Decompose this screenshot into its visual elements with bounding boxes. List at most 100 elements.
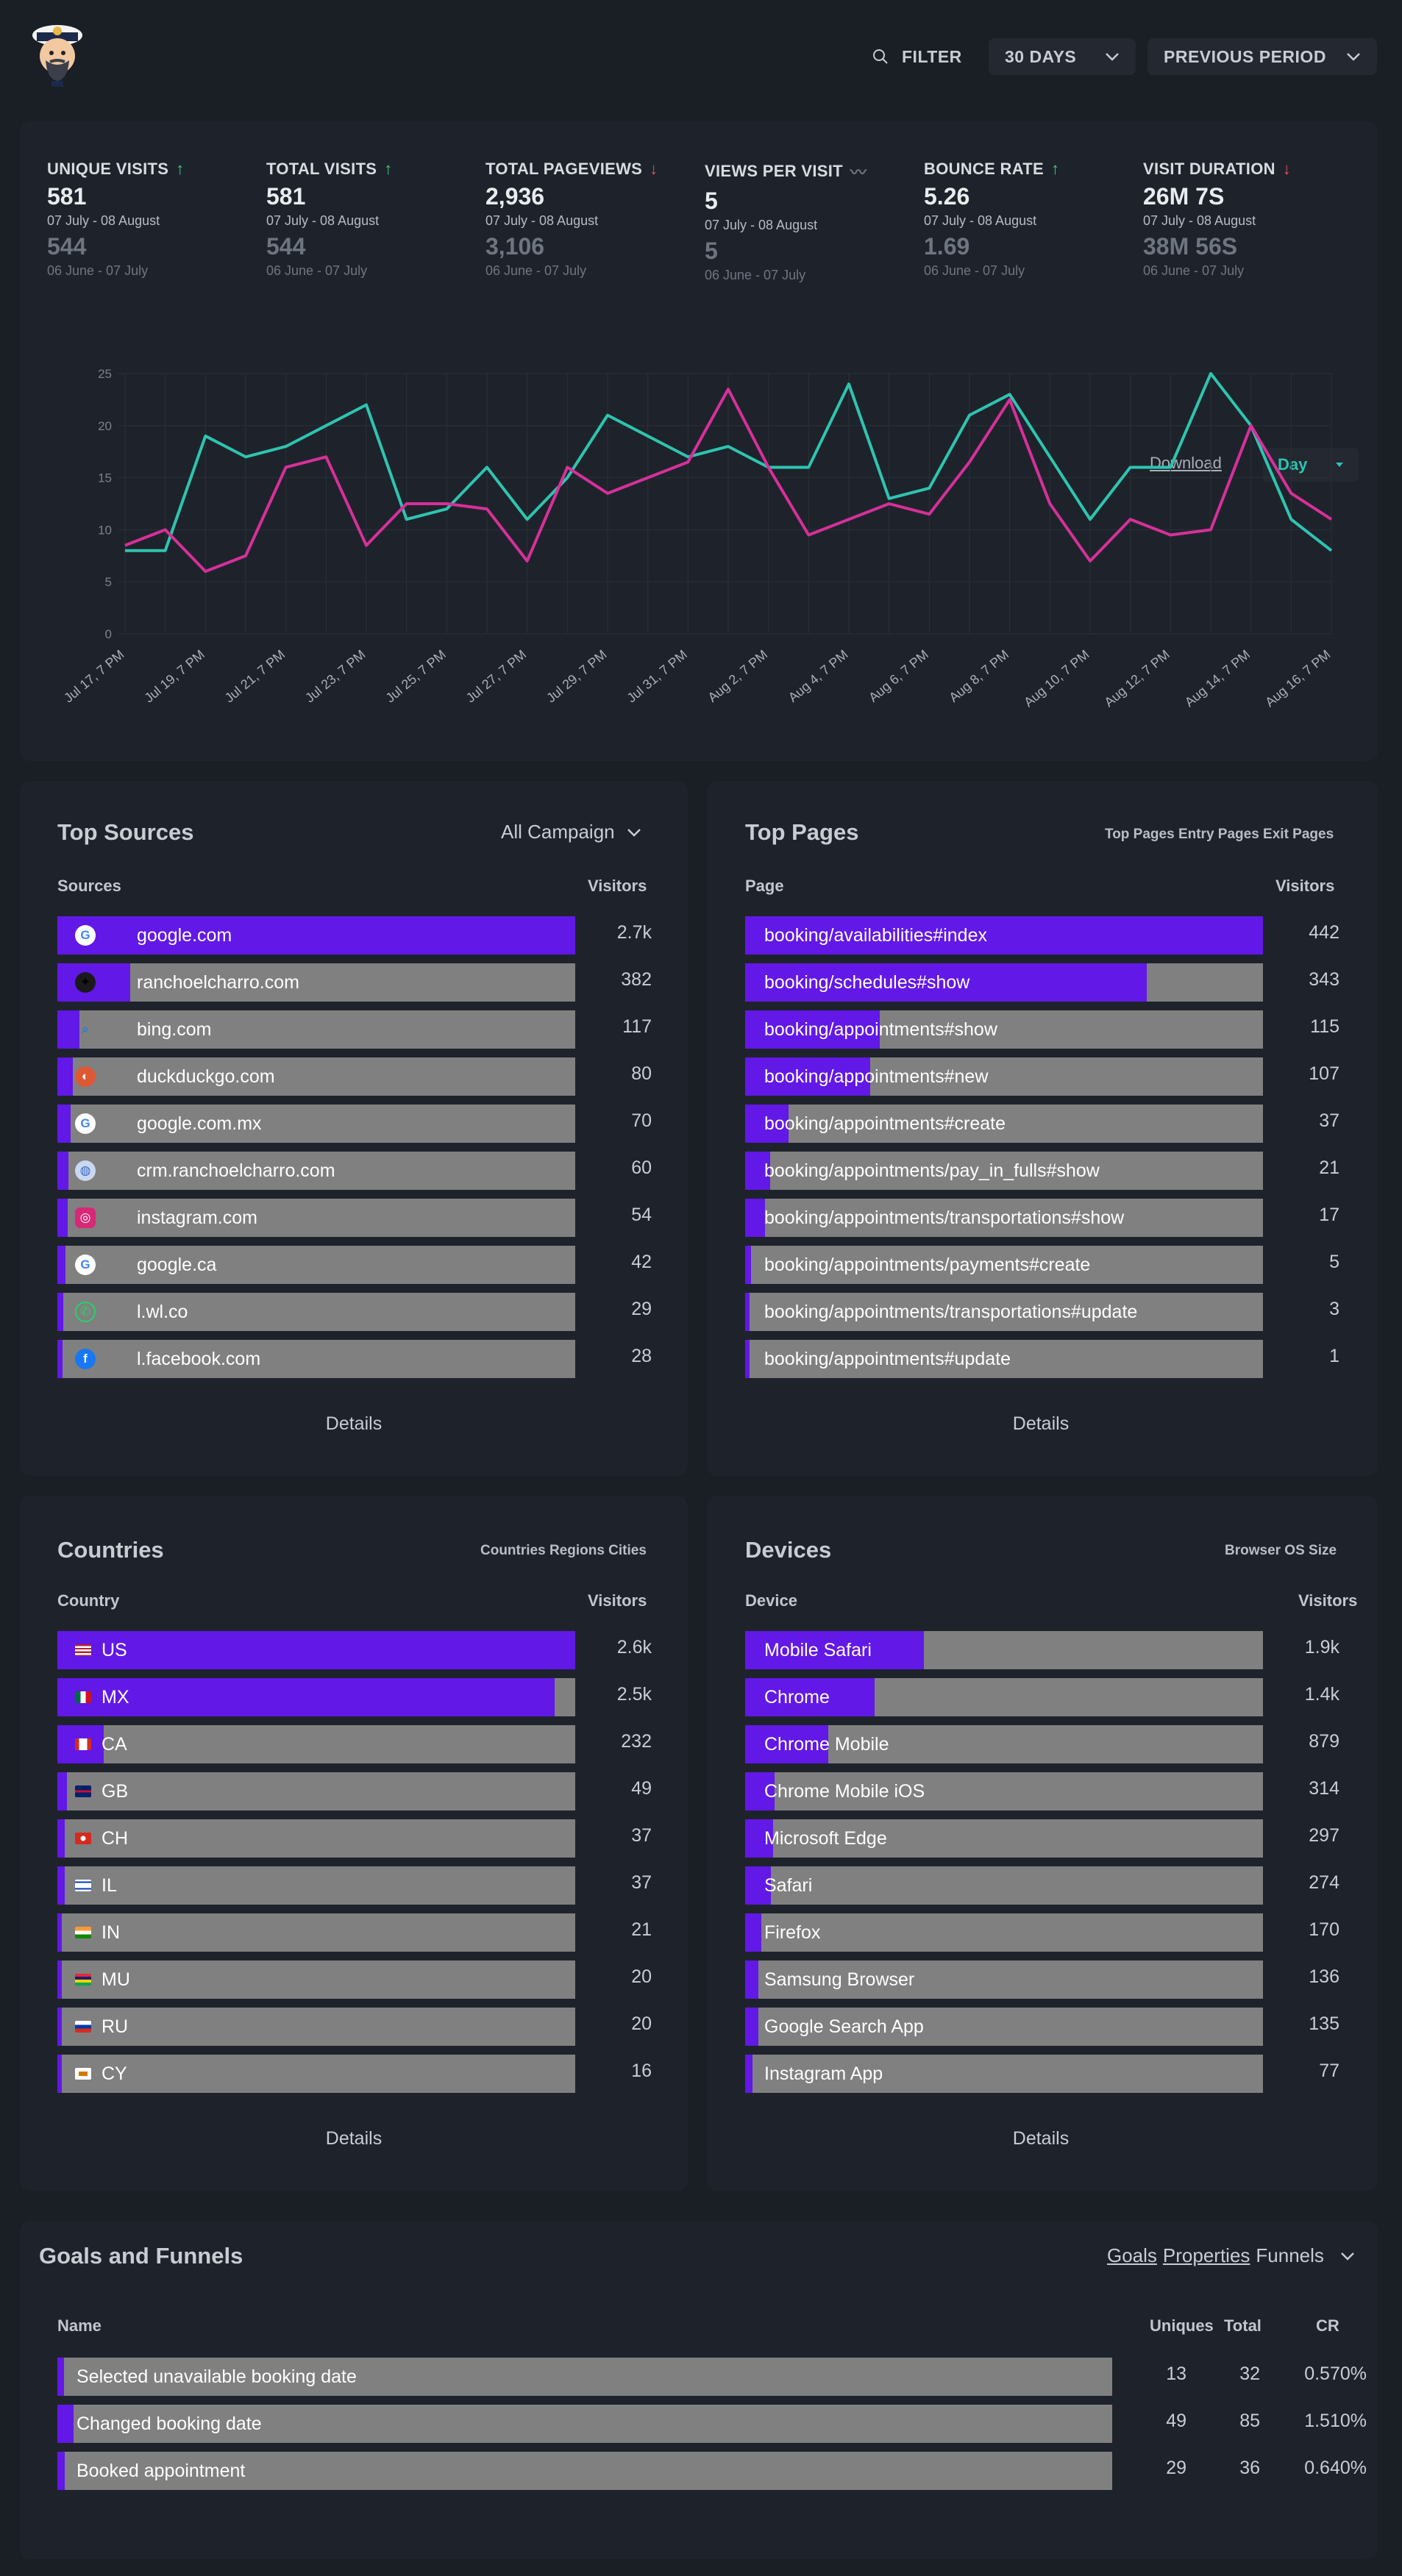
stat-block[interactable]: TOTAL PAGEVIEWS ↓ 2,936 07 July - 08 August… — [485, 160, 691, 279]
row-label[interactable]: booking/appointments/payments#create — [764, 1246, 1090, 1284]
row-label[interactable]: booking/appointments/transportations#upd… — [764, 1293, 1137, 1331]
devices-tabs[interactable]: Browser OS Size — [1225, 1543, 1337, 1558]
row-label[interactable]: instagram.com — [137, 1199, 257, 1237]
stat-block[interactable]: VISIT DURATION ↓ 26M 7S 07 July - 08 August… — [1143, 160, 1349, 279]
row-label[interactable]: CA — [75, 1725, 127, 1763]
row-label[interactable]: Instagram App — [764, 2055, 883, 2093]
row-label[interactable]: MU — [75, 1960, 130, 1999]
compare-dropdown[interactable]: PREVIOUS PERIOD — [1147, 38, 1377, 75]
list-row[interactable]: booking/schedules#show 343 — [745, 963, 1339, 1002]
stat-block[interactable]: BOUNCE RATE ↑ 5.26 07 July - 08 August 1.69 0… — [924, 160, 1130, 279]
row-label[interactable]: Safari — [764, 1866, 812, 1905]
list-row[interactable]: US 2.6k — [57, 1631, 652, 1669]
row-label[interactable]: google.com.mx — [137, 1105, 262, 1143]
row-label[interactable]: CY — [75, 2055, 127, 2093]
row-label[interactable]: google.ca — [137, 1246, 216, 1284]
row-label[interactable]: IL — [75, 1866, 117, 1905]
list-row[interactable]: ◎ instagram.com 54 — [57, 1199, 652, 1237]
list-row[interactable]: Mobile Safari 1.9k — [745, 1631, 1339, 1669]
row-label[interactable]: duckduckgo.com — [137, 1057, 275, 1096]
list-row[interactable]: booking/appointments/pay_in_fulls#show 21 — [745, 1152, 1339, 1190]
list-row[interactable]: ⌕ bing.com 117 — [57, 1010, 652, 1049]
row-label[interactable]: booking/appointments#show — [764, 1010, 997, 1049]
list-row[interactable]: RU 20 — [57, 2008, 652, 2046]
row-label[interactable]: Firefox — [764, 1913, 820, 1952]
row-label[interactable]: RU — [75, 2008, 128, 2046]
row-label[interactable]: US — [75, 1631, 127, 1669]
list-row[interactable]: Google Search App 135 — [745, 2008, 1339, 2046]
list-row[interactable]: Chrome 1.4k — [745, 1678, 1339, 1716]
row-label[interactable]: Chrome — [764, 1678, 830, 1716]
row-label[interactable]: ranchoelcharro.com — [137, 963, 299, 1002]
list-row[interactable]: CH 37 — [57, 1819, 652, 1858]
list-row[interactable]: Instagram App 77 — [745, 2055, 1339, 2093]
campaign-dropdown[interactable]: All Campaign — [501, 821, 641, 843]
goals-tab[interactable]: Goals — [1107, 2244, 1157, 2266]
row-label[interactable]: Microsoft Edge — [764, 1819, 887, 1858]
row-label[interactable]: booking/appointments/pay_in_fulls#show — [764, 1152, 1100, 1190]
list-row[interactable]: Firefox 170 — [745, 1913, 1339, 1952]
list-row[interactable]: booking/appointments#show 115 — [745, 1010, 1339, 1049]
stat-block[interactable]: TOTAL VISITS ↑ 581 07 July - 08 August 544 06… — [266, 160, 472, 279]
row-label[interactable]: bing.com — [137, 1010, 211, 1049]
pages-tabs[interactable]: Top Pages Entry Pages Exit Pages — [1105, 827, 1334, 842]
row-label[interactable]: IN — [75, 1913, 120, 1952]
row-label[interactable]: booking/appointments#update — [764, 1340, 1011, 1378]
filter-button[interactable]: FILTER — [872, 38, 962, 75]
stat-block[interactable]: UNIQUE VISITS ↑ 581 07 July - 08 August 544 0… — [47, 160, 253, 279]
list-row[interactable]: Microsoft Edge 297 — [745, 1819, 1339, 1858]
countries-tabs[interactable]: Countries Regions Cities — [480, 1543, 647, 1558]
row-label[interactable]: booking/appointments/transportations#sho… — [764, 1199, 1124, 1237]
download-link[interactable]: Download — [1150, 454, 1222, 472]
list-row[interactable]: booking/appointments/transportations#sho… — [745, 1199, 1339, 1237]
chevron-down-icon[interactable] — [1340, 2252, 1355, 2261]
list-row[interactable]: GB 49 — [57, 1772, 652, 1810]
goal-row[interactable]: Booked appointment 29 36 0.640% — [57, 2452, 1367, 2490]
row-label[interactable]: booking/availabilities#index — [764, 916, 987, 955]
devices-details-link[interactable]: Details — [1012, 2128, 1070, 2149]
list-row[interactable]: Samsung Browser 136 — [745, 1960, 1339, 1999]
list-row[interactable]: IN 21 — [57, 1913, 652, 1952]
list-row[interactable]: Chrome Mobile 879 — [745, 1725, 1339, 1763]
list-row[interactable]: booking/availabilities#index 442 — [745, 916, 1339, 955]
row-label[interactable]: Samsung Browser — [764, 1960, 914, 1999]
funnels-tab[interactable]: Funnels — [1256, 2244, 1324, 2266]
list-row[interactable]: ◐ duckduckgo.com 80 — [57, 1057, 652, 1096]
stat-block[interactable]: VIEWS PER VISIT 〰 5 07 July - 08 August 5 06 … — [705, 160, 911, 283]
list-row[interactable]: ✦ ranchoelcharro.com 382 — [57, 963, 652, 1002]
row-label[interactable]: booking/appointments#new — [764, 1057, 988, 1096]
pages-details-link[interactable]: Details — [1012, 1413, 1070, 1434]
period-dropdown[interactable]: 30 DAYS — [989, 38, 1136, 75]
row-label[interactable]: booking/schedules#show — [764, 963, 969, 1002]
row-label[interactable]: google.com — [137, 916, 232, 955]
list-row[interactable]: Safari 274 — [745, 1866, 1339, 1905]
list-row[interactable]: f l.facebook.com 28 — [57, 1340, 652, 1378]
list-row[interactable]: booking/appointments#update 1 — [745, 1340, 1339, 1378]
list-row[interactable]: MU 20 — [57, 1960, 652, 1999]
countries-details-link[interactable]: Details — [325, 2128, 382, 2149]
goal-row[interactable]: Changed booking date 49 85 1.510% — [57, 2405, 1367, 2443]
list-row[interactable]: booking/appointments/transportations#upd… — [745, 1293, 1339, 1331]
list-row[interactable]: IL 37 — [57, 1866, 652, 1905]
list-row[interactable]: booking/appointments#new 107 — [745, 1057, 1339, 1096]
row-label[interactable]: MX — [75, 1678, 129, 1716]
row-label[interactable]: l.wl.co — [137, 1293, 188, 1331]
row-label[interactable]: Chrome Mobile — [764, 1725, 889, 1763]
captain-logo-icon[interactable] — [29, 18, 85, 88]
row-label[interactable]: Google Search App — [764, 2008, 924, 2046]
row-label[interactable]: GB — [75, 1772, 128, 1810]
list-row[interactable]: CY 16 — [57, 2055, 652, 2093]
properties-tab[interactable]: Properties — [1162, 2244, 1250, 2266]
list-row[interactable]: ✆ l.wl.co 29 — [57, 1293, 652, 1331]
row-label[interactable]: crm.ranchoelcharro.com — [137, 1152, 335, 1190]
list-row[interactable]: booking/appointments/payments#create 5 — [745, 1246, 1339, 1284]
row-label[interactable]: Chrome Mobile iOS — [764, 1772, 925, 1810]
list-row[interactable]: Chrome Mobile iOS 314 — [745, 1772, 1339, 1810]
row-label[interactable]: booking/appointments#create — [764, 1105, 1006, 1143]
list-row[interactable]: ◍ crm.ranchoelcharro.com 60 — [57, 1152, 652, 1190]
list-row[interactable]: booking/appointments#create 37 — [745, 1105, 1339, 1143]
list-row[interactable]: CA 232 — [57, 1725, 652, 1763]
